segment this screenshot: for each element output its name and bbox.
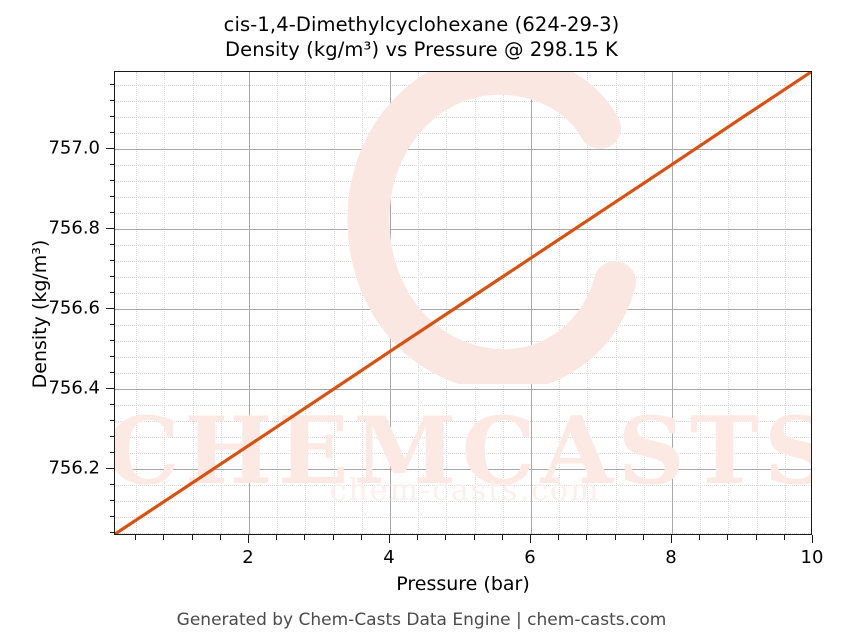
x-tick-minor [501,535,503,540]
plot-area: CHEMCASTS chem-casts.com [114,71,812,535]
y-tick-minor [109,116,114,118]
y-tick-minor [109,84,114,86]
x-tick-minor [783,535,785,540]
x-tick-minor [276,535,278,540]
y-tick-minor [109,484,114,486]
y-tick-minor [109,452,114,454]
y-tick-minor [109,532,114,534]
y-tick-minor [109,436,114,438]
y-tick-minor [109,244,114,246]
y-tick-label: 756.2 [48,457,100,479]
x-tick-minor [755,535,757,540]
y-tick-label: 756.4 [48,377,100,399]
x-tick-minor [473,535,475,540]
y-tick-minor [109,420,114,422]
x-tick-minor [586,535,588,540]
y-tick-minor [109,404,114,406]
y-tick-minor [109,164,114,166]
y-tick-minor [109,276,114,278]
x-tick-minor [445,535,447,540]
y-tick-label: 757.0 [48,137,100,159]
y-tick-label: 756.6 [48,297,100,319]
x-tick-label: 2 [242,547,254,568]
x-tick-minor [614,535,616,540]
y-tick-minor [109,324,114,326]
x-tick-minor [332,535,334,540]
x-tick-minor [417,535,419,540]
chart-title-line-1: cis-1,4-Dimethylcyclohexane (624-29-3) [223,13,620,36]
y-tick-major [106,148,114,150]
x-tick-minor [642,535,644,540]
y-tick-major [106,388,114,390]
y-tick-minor [109,356,114,358]
x-tick-label: 6 [524,547,536,568]
y-tick-minor [109,292,114,294]
chart-title: cis-1,4-Dimethylcyclohexane (624-29-3) D… [0,12,843,62]
x-tick-label: 4 [383,547,395,568]
y-tick-minor [109,196,114,198]
y-tick-minor [109,180,114,182]
x-tick-minor [360,535,362,540]
y-tick-minor [109,516,114,518]
x-tick-minor [191,535,193,540]
x-tick-major [388,535,390,543]
y-tick-minor [109,500,114,502]
y-tick-label: 756.8 [48,217,100,239]
x-tick-minor [219,535,221,540]
y-axis-label: Density (kg/m³) [29,239,51,389]
y-tick-minor [109,340,114,342]
x-tick-minor [163,535,165,540]
x-tick-label: 8 [665,547,677,568]
chart-title-line-2: Density (kg/m³) vs Pressure @ 298.15 K [225,38,618,61]
y-tick-minor [109,260,114,262]
y-tick-minor [109,132,114,134]
y-tick-major [106,228,114,230]
y-tick-major [106,308,114,310]
x-tick-minor [558,535,560,540]
figure-footer: Generated by Chem-Casts Data Engine | ch… [176,610,667,630]
x-axis-label: Pressure (bar) [396,573,530,595]
x-tick-minor [699,535,701,540]
x-tick-minor [304,535,306,540]
x-tick-major [529,535,531,543]
y-tick-minor [109,372,114,374]
x-tick-minor [727,535,729,540]
x-tick-major [670,535,672,543]
y-tick-minor [109,212,114,214]
data-series-density [115,72,811,534]
x-tick-major [812,535,813,543]
x-tick-label: 10 [800,547,824,568]
y-tick-minor [109,100,114,102]
x-tick-major [247,535,249,543]
x-tick-minor [135,535,137,540]
y-tick-major [106,468,114,470]
